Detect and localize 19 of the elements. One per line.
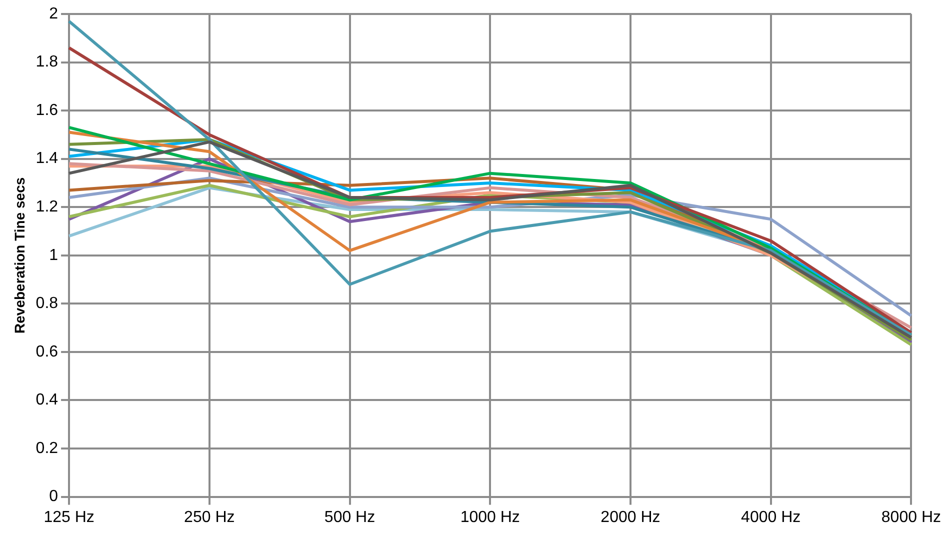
y-tick-label: 1.8 [36,54,58,71]
y-tick-label: 0.6 [36,343,58,360]
y-axis-title: Reveberation Tine secs [11,177,28,334]
y-tick-label: 0.8 [36,295,58,312]
y-tick-label: 0.2 [36,440,58,457]
y-tick-label: 1.6 [36,102,58,119]
x-tick-label: 250 Hz [184,508,235,526]
y-tick-label: 1 [49,246,58,264]
y-tick-label: 0.4 [36,392,58,409]
x-tick-label: 8000 Hz [881,508,941,526]
y-tick-label: 1.2 [36,198,58,216]
x-tick-label: 4000 Hz [741,508,801,526]
x-tick-label: 1000 Hz [460,508,520,526]
x-tick-label: 125 Hz [44,508,94,526]
x-tick-label: 500 Hz [324,508,376,526]
y-tick-label: 0 [49,488,58,506]
x-tick-label: 2000 Hz [600,508,660,526]
y-tick-label: 1.4 [36,150,58,168]
y-tick-label: 2 [49,5,58,22]
